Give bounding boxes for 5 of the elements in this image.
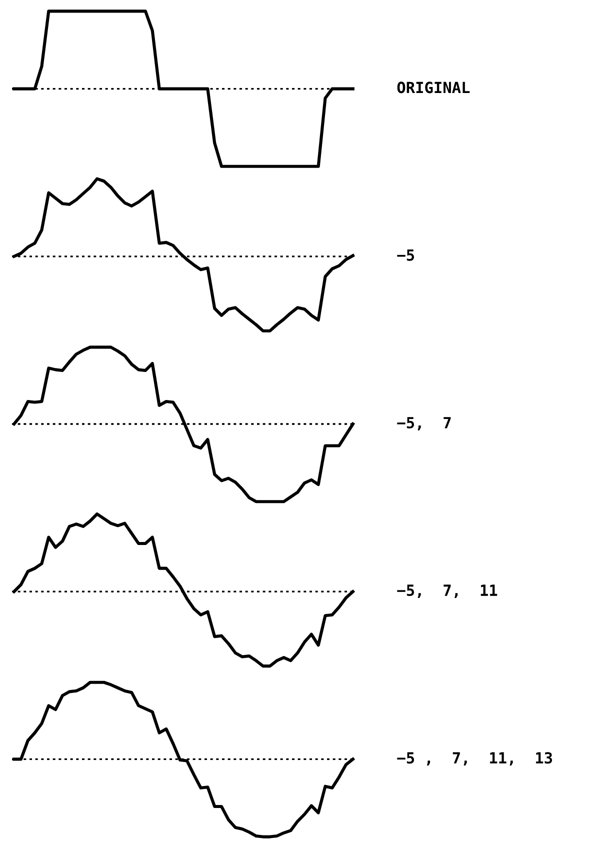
text: ORIGINAL xyxy=(397,82,470,94)
text: −5 , 7, 11, 13 xyxy=(397,752,552,766)
text: −5, 7, 11 xyxy=(397,584,498,598)
text: −5 xyxy=(397,249,414,261)
text: −5, 7 xyxy=(397,417,451,430)
